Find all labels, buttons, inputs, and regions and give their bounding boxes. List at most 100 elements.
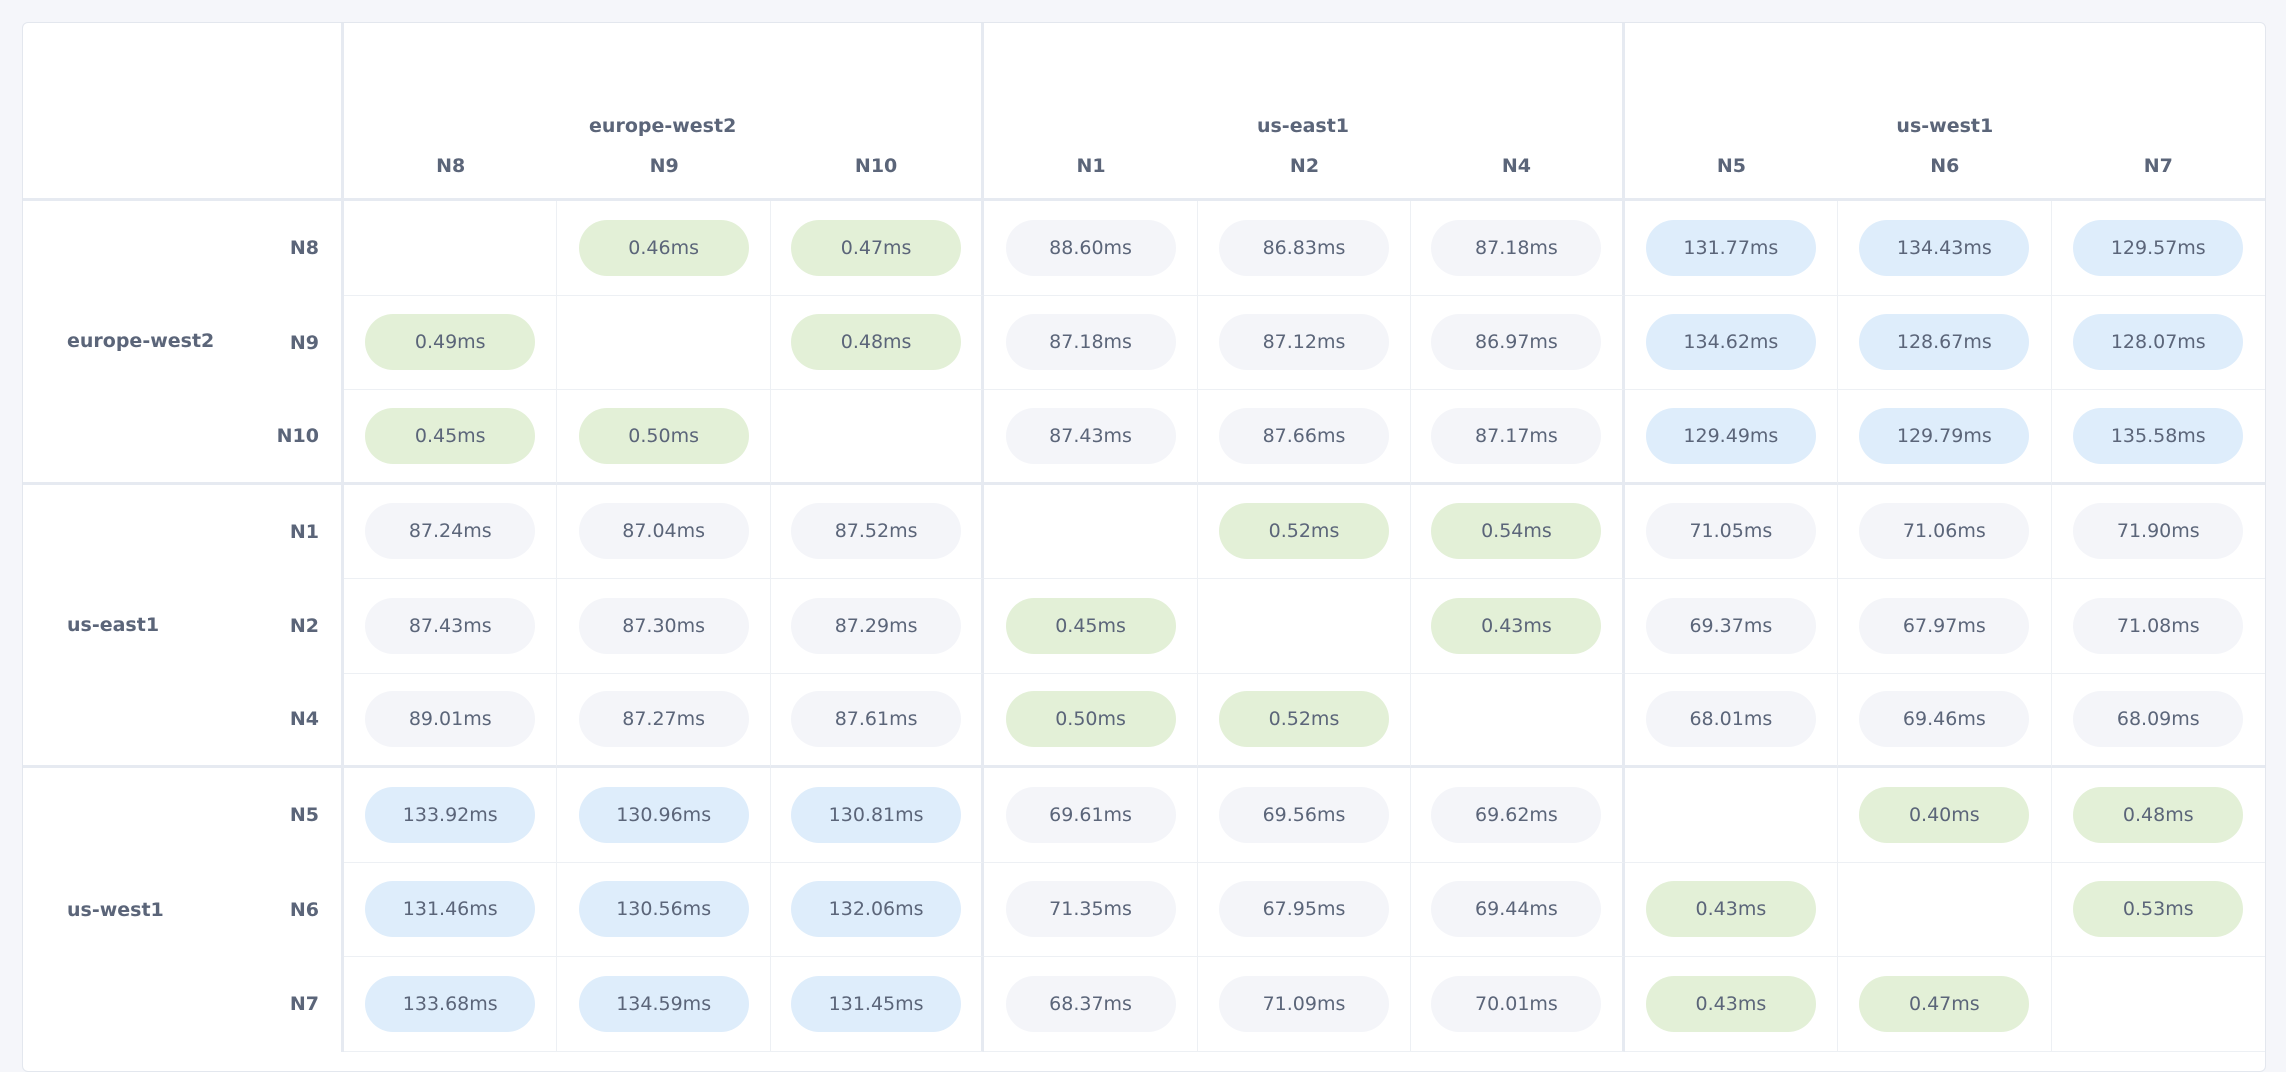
latency-pill: 134.59ms	[578, 975, 749, 1032]
matrix-cell: 130.56ms	[557, 862, 771, 957]
column-region-header: us-west1	[1896, 115, 1994, 137]
latency-pill: 86.97ms	[1431, 314, 1602, 371]
matrix-cell: 133.92ms	[344, 768, 558, 863]
latency-pill: 87.12ms	[1218, 314, 1389, 371]
latency-pill: 0.45ms	[1005, 597, 1176, 654]
latency-pill: 69.37ms	[1645, 597, 1816, 654]
matrix-cell: 86.83ms	[1197, 201, 1412, 296]
latency-pill: 71.05ms	[1645, 503, 1816, 560]
column-node-header: N7	[2051, 141, 2265, 201]
latency-pill: 87.29ms	[791, 597, 962, 654]
latency-pill: 71.09ms	[1218, 975, 1389, 1032]
row-node-header: N1	[215, 484, 344, 579]
matrix-cell: 133.68ms	[344, 957, 558, 1052]
row-region-header: us-west1	[67, 898, 164, 921]
latency-pill: 134.62ms	[1645, 314, 1816, 371]
matrix-cell: 0.40ms	[1838, 768, 2052, 863]
latency-pill: 87.24ms	[365, 503, 536, 560]
latency-pill: 87.61ms	[791, 691, 962, 748]
matrix-cell: 87.12ms	[1197, 295, 1412, 390]
latency-pill: 71.35ms	[1005, 881, 1176, 938]
matrix-cell: 87.61ms	[770, 673, 985, 768]
latency-pill: 0.48ms	[791, 314, 962, 371]
latency-pill: 128.07ms	[2073, 314, 2244, 371]
matrix-cell: 134.62ms	[1624, 295, 1839, 390]
matrix-cell: 0.52ms	[1197, 484, 1412, 579]
column-node-header: N6	[1838, 141, 2052, 201]
latency-pill: 68.09ms	[2073, 691, 2244, 748]
matrix-cell: 87.18ms	[984, 295, 1198, 390]
latency-pill: 0.50ms	[1005, 691, 1176, 748]
row-node-header: N9	[215, 295, 344, 390]
latency-pill: 129.57ms	[2073, 219, 2244, 276]
matrix-cell: 68.01ms	[1624, 673, 1839, 768]
latency-pill: 67.97ms	[1859, 597, 2030, 654]
latency-pill: 0.40ms	[1859, 786, 2030, 843]
matrix-cell: 0.54ms	[1411, 484, 1625, 579]
latency-pill: 131.45ms	[791, 975, 962, 1032]
latency-pill: 0.53ms	[2073, 881, 2244, 938]
matrix-cell: 0.46ms	[557, 201, 771, 296]
column-node-header: N5	[1624, 141, 1839, 201]
matrix-cell: 87.17ms	[1411, 390, 1625, 485]
matrix-cell: 71.05ms	[1624, 484, 1839, 579]
latency-pill: 87.17ms	[1431, 407, 1602, 464]
matrix-cell: 86.97ms	[1411, 295, 1625, 390]
matrix-cell: 71.90ms	[2051, 485, 2265, 579]
latency-pill: 0.47ms	[791, 219, 962, 276]
latency-pill: 87.18ms	[1431, 219, 1602, 276]
latency-pill: 135.58ms	[2073, 407, 2244, 464]
matrix-cell: 87.43ms	[344, 579, 558, 674]
latency-pill: 88.60ms	[1005, 219, 1176, 276]
matrix-cell: 87.52ms	[770, 484, 985, 579]
matrix-cell: 131.77ms	[1624, 201, 1839, 296]
column-node-header: N8	[344, 141, 558, 201]
latency-pill: 0.49ms	[365, 314, 536, 371]
latency-pill: 130.81ms	[791, 786, 962, 843]
matrix-cell: 0.47ms	[770, 201, 985, 296]
column-node-header: N9	[557, 141, 771, 201]
latency-pill: 71.90ms	[2073, 503, 2244, 560]
matrix-cell: 132.06ms	[770, 862, 985, 957]
matrix-cell	[344, 201, 558, 296]
matrix-cell	[1411, 673, 1625, 768]
latency-pill: 69.61ms	[1005, 786, 1176, 843]
latency-pill: 0.43ms	[1645, 975, 1816, 1032]
row-node-header: N10	[215, 390, 344, 485]
latency-pill: 87.27ms	[578, 691, 749, 748]
latency-pill: 130.96ms	[578, 786, 749, 843]
matrix-cell: 69.62ms	[1411, 768, 1625, 863]
matrix-cell: 71.35ms	[984, 862, 1198, 957]
matrix-cell: 0.49ms	[344, 295, 558, 390]
matrix-cell: 131.46ms	[344, 862, 558, 957]
latency-pill: 87.43ms	[1005, 407, 1176, 464]
column-node-header: N2	[1197, 141, 1412, 201]
latency-matrix: europe-west2 N8 N9 N10 us-east1 N1 N2 N4 us-west…	[23, 23, 2265, 1052]
column-region-header: europe-west2	[344, 23, 985, 141]
matrix-cell: 0.43ms	[1624, 957, 1839, 1052]
matrix-cell: 87.43ms	[984, 390, 1198, 485]
latency-pill: 68.37ms	[1005, 975, 1176, 1032]
matrix-cell: 71.08ms	[2051, 579, 2265, 674]
row-node-header: N4	[215, 673, 344, 768]
latency-pill: 69.62ms	[1431, 786, 1602, 843]
latency-pill: 69.44ms	[1431, 881, 1602, 938]
matrix-cell: 87.27ms	[557, 673, 771, 768]
latency-pill: 71.06ms	[1859, 503, 2030, 560]
matrix-cell: 135.58ms	[2051, 390, 2265, 485]
matrix-cell: 69.44ms	[1411, 862, 1625, 957]
latency-pill: 87.66ms	[1218, 407, 1389, 464]
latency-pill: 87.30ms	[578, 597, 749, 654]
row-node-header: N8	[215, 201, 344, 296]
matrix-cell: 70.01ms	[1411, 957, 1625, 1052]
matrix-cell: 134.43ms	[1838, 201, 2052, 296]
matrix-cell: 87.04ms	[557, 484, 771, 579]
matrix-cell: 89.01ms	[344, 673, 558, 768]
matrix-cell: 69.37ms	[1624, 579, 1839, 674]
matrix-cell: 69.46ms	[1838, 673, 2052, 768]
matrix-cell: 67.95ms	[1197, 862, 1412, 957]
matrix-cell: 129.79ms	[1838, 390, 2052, 485]
latency-pill: 87.04ms	[578, 503, 749, 560]
matrix-cell: 129.49ms	[1624, 390, 1839, 485]
latency-pill: 131.46ms	[365, 881, 536, 938]
